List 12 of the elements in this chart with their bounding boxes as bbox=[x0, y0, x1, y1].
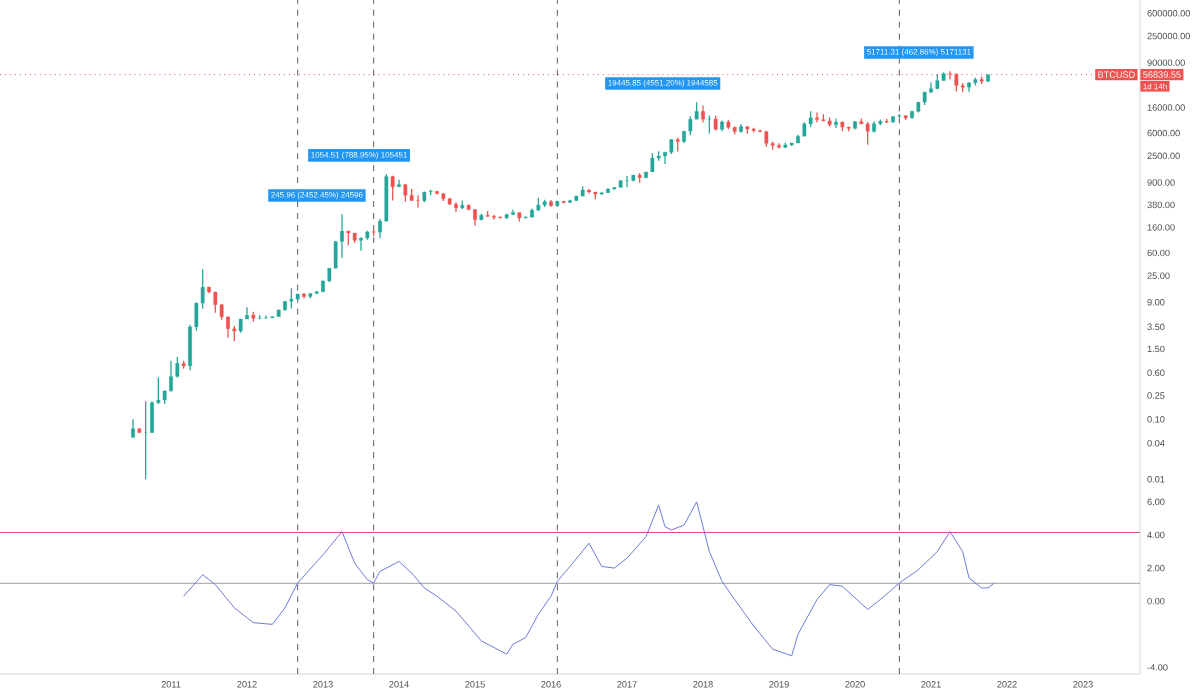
candlestick bbox=[865, 121, 870, 146]
candlestick bbox=[707, 114, 712, 135]
candlestick bbox=[416, 194, 420, 209]
candlestick bbox=[587, 188, 591, 195]
candlestick bbox=[289, 287, 294, 310]
candlestick bbox=[650, 152, 655, 173]
candlestick bbox=[688, 115, 693, 136]
candlestick bbox=[625, 175, 629, 188]
candlestick bbox=[143, 400, 148, 480]
candlestick bbox=[390, 175, 395, 202]
candlestick bbox=[213, 291, 218, 314]
candlestick bbox=[403, 182, 408, 203]
